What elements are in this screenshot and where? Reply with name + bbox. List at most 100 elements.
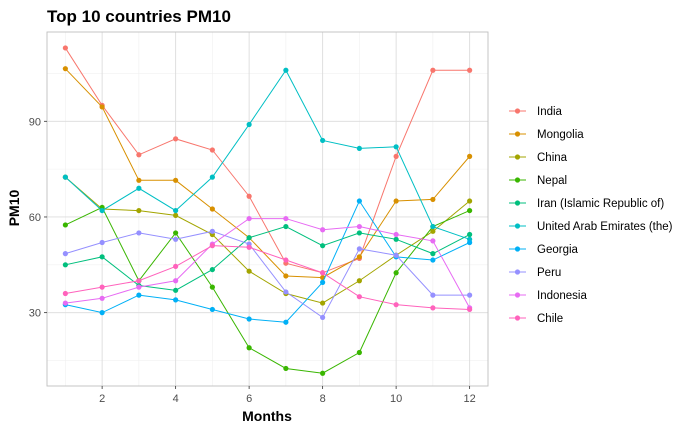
data-point bbox=[320, 314, 326, 321]
data-point bbox=[173, 212, 179, 218]
data-point bbox=[99, 254, 105, 260]
data-point bbox=[209, 266, 215, 273]
data-point bbox=[430, 67, 436, 73]
data-point bbox=[62, 262, 68, 268]
data-point bbox=[209, 243, 215, 249]
data-point bbox=[393, 236, 399, 242]
data-point bbox=[430, 238, 436, 244]
x-axis-title: Months bbox=[242, 408, 292, 424]
y-tick-label: 30 bbox=[29, 308, 41, 320]
data-point bbox=[209, 206, 215, 212]
data-point bbox=[467, 207, 473, 214]
data-point bbox=[283, 365, 289, 372]
data-point bbox=[393, 252, 399, 258]
series-mongolia bbox=[62, 66, 473, 281]
series-united-arab-emirates-the bbox=[62, 67, 473, 242]
legend-key-point bbox=[514, 200, 521, 206]
data-point bbox=[283, 273, 289, 279]
data-point bbox=[173, 177, 179, 183]
data-point bbox=[393, 270, 399, 276]
data-point bbox=[99, 239, 105, 246]
data-point bbox=[356, 198, 362, 204]
x-tick-label: 6 bbox=[246, 393, 252, 405]
legend-key-point bbox=[514, 269, 521, 275]
data-point bbox=[283, 223, 289, 230]
data-point bbox=[173, 278, 179, 284]
data-point bbox=[173, 136, 179, 142]
data-point bbox=[136, 185, 142, 191]
data-point bbox=[320, 370, 326, 376]
legend-label: Indonesia bbox=[537, 290, 587, 302]
data-point bbox=[173, 207, 179, 214]
series-line bbox=[65, 245, 470, 310]
data-point bbox=[173, 230, 179, 236]
data-point bbox=[209, 284, 215, 290]
data-point bbox=[356, 278, 362, 284]
y-axis-title: PM10 bbox=[6, 190, 22, 227]
series-line bbox=[65, 230, 470, 319]
data-point bbox=[173, 287, 179, 293]
data-point bbox=[356, 294, 362, 300]
y-axis-ticks: 30 60 90 bbox=[29, 116, 47, 320]
legend: India Mongolia China Nepal Iran (Islamic Rep… bbox=[509, 106, 673, 325]
data-point bbox=[467, 153, 473, 159]
data-point bbox=[62, 174, 68, 180]
plot-border bbox=[46, 31, 489, 387]
data-point bbox=[136, 278, 142, 284]
data-point bbox=[393, 198, 399, 204]
data-point bbox=[99, 207, 105, 214]
legend-item: Peru bbox=[509, 267, 561, 279]
legend-item: China bbox=[509, 152, 568, 164]
data-point bbox=[320, 243, 326, 249]
x-tick-label: 12 bbox=[464, 393, 476, 405]
data-point bbox=[283, 215, 289, 222]
plot-panel bbox=[46, 31, 489, 387]
legend-label: Chile bbox=[537, 313, 563, 325]
series-line bbox=[65, 226, 470, 291]
series-line bbox=[65, 69, 470, 240]
data-point bbox=[320, 300, 326, 306]
legend-key-point bbox=[514, 108, 521, 114]
legend-key-point bbox=[514, 154, 521, 160]
legend-item: United Arab Emirates (the) bbox=[509, 221, 673, 233]
legend-key-point bbox=[514, 315, 521, 321]
series-iran-islamic-republic-of bbox=[62, 223, 473, 293]
data-point bbox=[136, 230, 142, 236]
data-point bbox=[467, 198, 473, 204]
data-point bbox=[356, 254, 362, 260]
legend-label: Iran (Islamic Republic of) bbox=[537, 198, 664, 210]
data-point bbox=[393, 231, 399, 238]
data-point bbox=[393, 144, 399, 150]
data-point bbox=[283, 289, 289, 295]
data-point bbox=[467, 239, 473, 246]
data-point bbox=[246, 121, 252, 128]
legend-key-point bbox=[514, 223, 521, 229]
legend-item: Iran (Islamic Republic of) bbox=[509, 198, 664, 210]
data-point bbox=[320, 270, 326, 276]
data-point bbox=[356, 223, 362, 230]
data-point bbox=[430, 292, 436, 298]
series-line bbox=[65, 199, 470, 323]
data-point bbox=[62, 222, 68, 228]
legend-item: Nepal bbox=[509, 175, 567, 187]
data-point bbox=[136, 152, 142, 158]
data-point bbox=[393, 153, 399, 159]
data-point bbox=[246, 316, 252, 322]
data-point bbox=[136, 207, 142, 214]
legend-key-point bbox=[514, 177, 521, 183]
data-point bbox=[430, 223, 436, 230]
data-point bbox=[356, 349, 362, 356]
data-point bbox=[467, 292, 473, 298]
data-point bbox=[246, 268, 252, 274]
data-point bbox=[99, 284, 105, 290]
data-point bbox=[173, 236, 179, 242]
data-point bbox=[320, 227, 326, 233]
legend-label: United Arab Emirates (the) bbox=[537, 221, 673, 233]
data-point bbox=[173, 297, 179, 303]
y-tick-label: 90 bbox=[29, 116, 41, 128]
x-tick-label: 4 bbox=[173, 393, 179, 405]
data-point bbox=[99, 295, 105, 301]
data-point bbox=[246, 215, 252, 222]
data-point bbox=[430, 305, 436, 311]
